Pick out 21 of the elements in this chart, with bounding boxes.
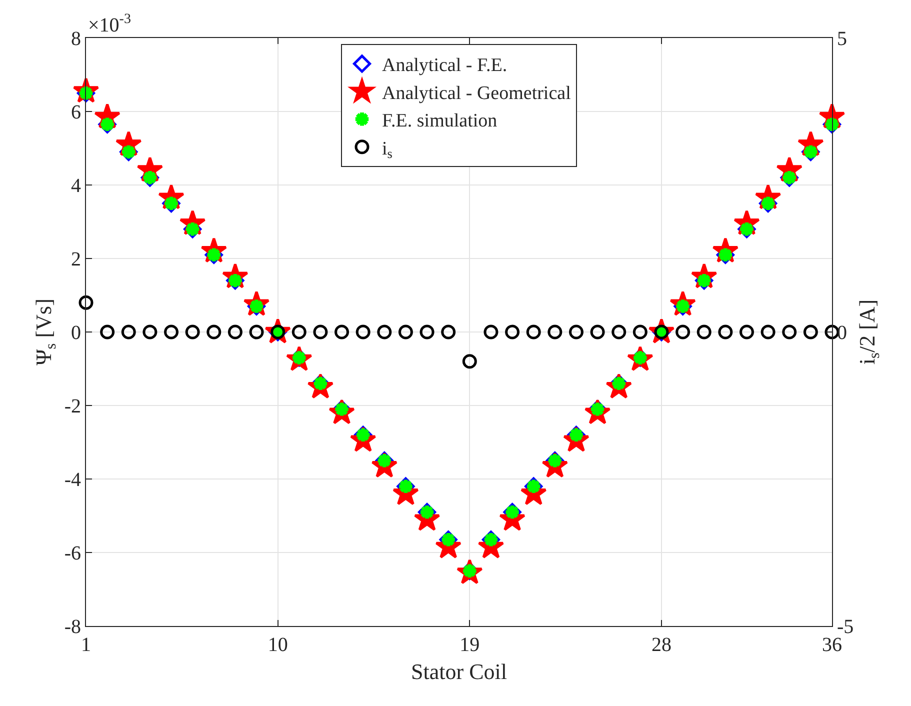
x-axis-title: Stator Coil [411,658,507,684]
x-tick-label: 28 [651,634,672,656]
y-tick-label: 6 [71,102,81,124]
y-tick-label: 4 [71,175,81,197]
y-tick-label: 8 [71,28,81,50]
text: ×10$^{-3}$ [88,12,131,36]
legend-label: i$_{s}$ [382,138,392,162]
y-tick-label: 2 [71,248,81,270]
legend-label: F.E. simulation [382,110,498,132]
x-tick-label: 10 [268,634,288,656]
x-tick-label: 1 [81,634,91,656]
x-tick-label: 19 [460,634,480,656]
y-tick-label: -4 [64,469,81,491]
y-tick-label: -6 [64,542,81,564]
y-tick-label: -2 [64,396,81,418]
y-tick-label: 0 [71,322,81,344]
y-tick-label: -8 [64,616,81,638]
legend-label: Analytical - F.E. [382,55,508,76]
y2-tick-label: 0 [837,322,847,344]
y2-tick-label: 5 [837,28,847,50]
legend-label: Analytical - Geometrical [382,82,571,104]
